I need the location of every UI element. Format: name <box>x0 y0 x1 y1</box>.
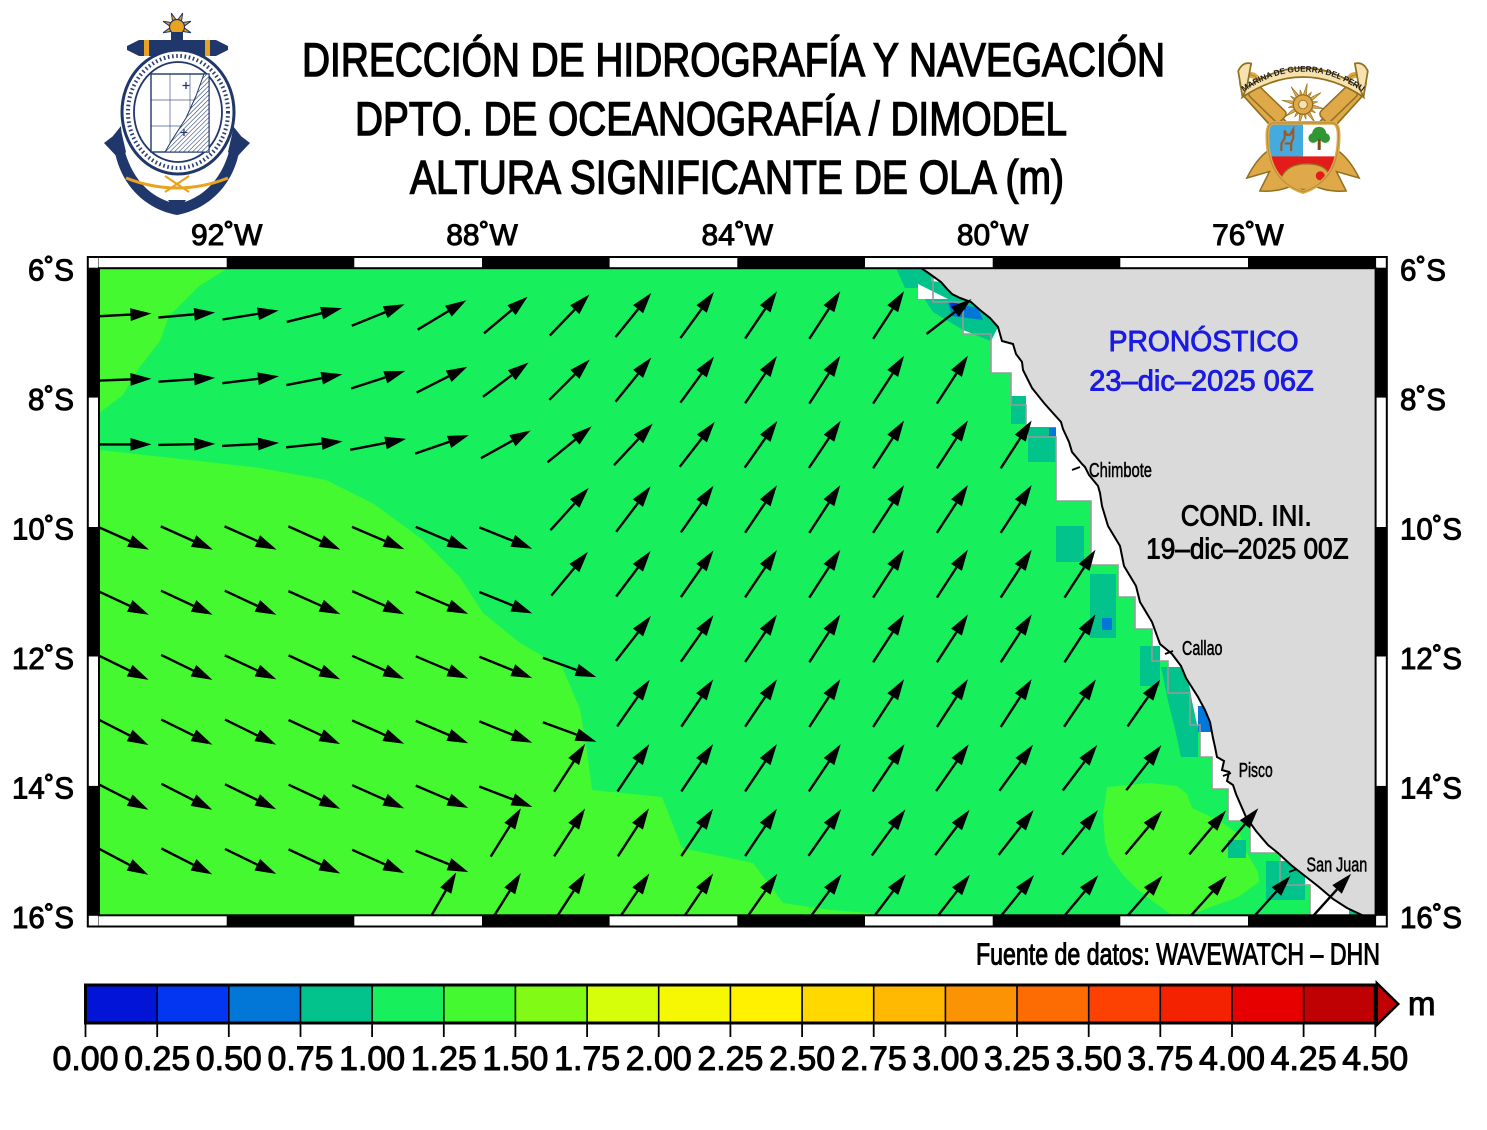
svg-text:2.25: 2.25 <box>697 1040 763 1078</box>
svg-text:0.00: 0.00 <box>53 1040 119 1078</box>
svg-text:14˚S: 14˚S <box>1400 770 1462 805</box>
svg-text:Chimbote: Chimbote <box>1089 460 1152 482</box>
svg-text:4.25: 4.25 <box>1271 1040 1337 1078</box>
svg-text:m: m <box>1408 985 1436 1022</box>
svg-text:3.25: 3.25 <box>984 1040 1050 1078</box>
svg-text:8˚S: 8˚S <box>28 382 74 417</box>
svg-text:0.75: 0.75 <box>268 1040 334 1078</box>
svg-text:16˚S: 16˚S <box>12 900 74 935</box>
svg-text:COND. INI.: COND. INI. <box>1181 501 1312 533</box>
svg-text:19–dic–2025 00Z: 19–dic–2025 00Z <box>1146 534 1349 566</box>
svg-text:16˚S: 16˚S <box>1400 900 1462 935</box>
svg-text:0.50: 0.50 <box>196 1040 262 1078</box>
svg-text:Callao: Callao <box>1182 638 1223 660</box>
svg-text:1.75: 1.75 <box>554 1040 620 1078</box>
svg-text:80˚W: 80˚W <box>957 219 1029 252</box>
svg-text:10˚S: 10˚S <box>12 512 74 547</box>
svg-text:6˚S: 6˚S <box>28 253 74 288</box>
svg-text:2.50: 2.50 <box>769 1040 835 1078</box>
svg-text:12˚S: 12˚S <box>1400 641 1462 676</box>
svg-text:23–dic–2025 06Z: 23–dic–2025 06Z <box>1089 366 1314 398</box>
svg-text:PRONÓSTICO: PRONÓSTICO <box>1109 325 1299 358</box>
svg-text:San Juan: San Juan <box>1307 855 1368 877</box>
svg-text:92˚W: 92˚W <box>191 219 263 252</box>
svg-text:DIRECCIÓN DE HIDROGRAFÍA Y NAV: DIRECCIÓN DE HIDROGRAFÍA Y NAVEGACIÓN <box>302 33 1165 86</box>
svg-text:2.00: 2.00 <box>626 1040 692 1078</box>
svg-text:Pisco: Pisco <box>1239 760 1273 782</box>
svg-text:76˚W: 76˚W <box>1212 219 1284 252</box>
svg-text:2.75: 2.75 <box>841 1040 907 1078</box>
svg-text:3.50: 3.50 <box>1056 1040 1122 1078</box>
svg-text:ALTURA SIGNIFICANTE DE OLA (m): ALTURA SIGNIFICANTE DE OLA (m) <box>410 151 1064 204</box>
svg-text:12˚S: 12˚S <box>12 641 74 676</box>
svg-text:1.50: 1.50 <box>482 1040 548 1078</box>
svg-text:Fuente de datos: WAVEWATCH – D: Fuente de datos: WAVEWATCH – DHN <box>976 937 1380 972</box>
svg-text:1.00: 1.00 <box>339 1040 405 1078</box>
svg-text:88˚W: 88˚W <box>446 219 518 252</box>
svg-text:3.75: 3.75 <box>1127 1040 1193 1078</box>
svg-text:1.25: 1.25 <box>411 1040 477 1078</box>
svg-text:3.00: 3.00 <box>912 1040 978 1078</box>
svg-text:14˚S: 14˚S <box>12 770 74 805</box>
svg-text:8˚S: 8˚S <box>1400 382 1446 417</box>
svg-text:84˚W: 84˚W <box>702 219 774 252</box>
svg-text:DPTO. DE OCEANOGRAFÍA / DIMODE: DPTO. DE OCEANOGRAFÍA / DIMODEL <box>355 92 1067 145</box>
svg-text:10˚S: 10˚S <box>1400 512 1462 547</box>
svg-text:6˚S: 6˚S <box>1400 253 1446 288</box>
svg-text:4.50: 4.50 <box>1342 1040 1408 1078</box>
svg-text:0.25: 0.25 <box>124 1040 190 1078</box>
svg-text:4.00: 4.00 <box>1199 1040 1265 1078</box>
